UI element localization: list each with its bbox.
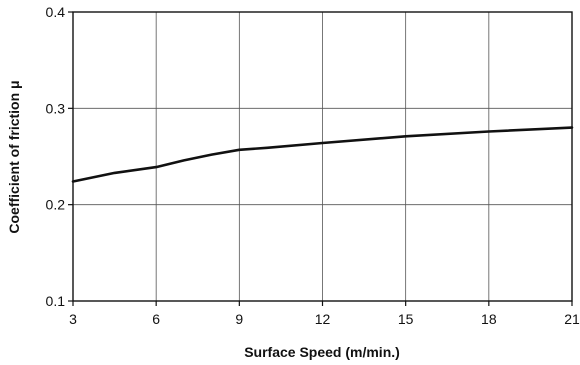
x-tick-label: 9 [235,311,243,327]
x-tick-label: 18 [481,311,497,327]
x-tick-labels: 3 6 9 12 15 18 21 [69,311,580,327]
x-tick-label: 21 [564,311,580,327]
y-axis-label: Coefficient of friction μ [6,80,22,233]
y-tick-label: 0.3 [46,100,66,116]
y-tick-labels: 0.1 0.2 0.3 0.4 [46,4,66,309]
y-tick-label: 0.2 [46,197,66,213]
y-tick-label: 0.1 [46,293,66,309]
x-tick-label: 3 [69,311,77,327]
ticks [68,11,573,306]
grid [72,11,573,302]
series-line [71,126,574,183]
x-axis-label: Surface Speed (m/min.) [244,344,400,360]
y-tick-label: 0.4 [46,4,66,20]
x-tick-label: 6 [152,311,160,327]
x-tick-label: 15 [398,311,414,327]
x-tick-label: 12 [315,311,331,327]
plot-frame [72,11,573,302]
